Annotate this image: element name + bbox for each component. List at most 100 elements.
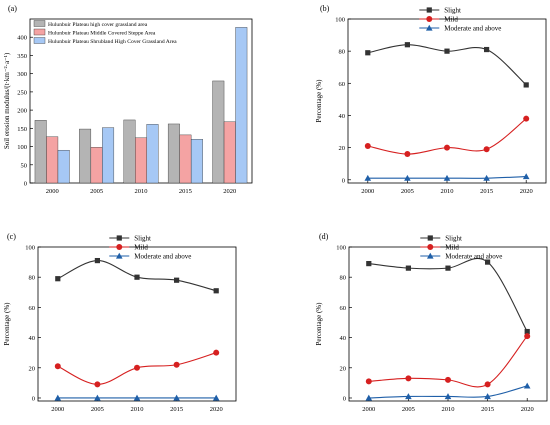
x-tick-label: 2015 xyxy=(481,406,494,413)
chart-panel-3: (d) 0 20 40 60 80 100 2000 2005 2010 2015 2020 Perce… xyxy=(315,232,548,413)
data-point xyxy=(133,394,141,401)
data-point xyxy=(365,378,372,385)
y-axis-label: Soil erosion modulus/(t·km⁻²·a⁻¹) xyxy=(3,52,11,149)
data-point xyxy=(404,151,411,158)
y-axis-label: Percentage (%) xyxy=(315,79,323,123)
chart-panel-0: (a) 0 50 100 150 200 250 300 350 400 2000 2005 2010 2… xyxy=(3,4,253,195)
data-point xyxy=(365,394,373,401)
legend-marker xyxy=(426,252,434,259)
legend-label: Hulunbuir Plateau Middle Covered Steppe … xyxy=(48,31,156,37)
data-point xyxy=(523,115,530,122)
panel-label: (c) xyxy=(7,232,16,241)
x-tick-label: 2010 xyxy=(131,406,144,413)
bar xyxy=(79,128,92,184)
bar xyxy=(223,121,236,184)
y-tick-label: 40 xyxy=(339,113,346,120)
legend-label: Mild xyxy=(444,16,458,24)
x-tick-label: 2020 xyxy=(223,188,236,195)
bar xyxy=(34,120,47,184)
data-point xyxy=(134,364,140,371)
data-point xyxy=(483,174,490,181)
data-point xyxy=(443,174,451,181)
x-tick-label: 2005 xyxy=(90,188,103,195)
y-tick-label: 100 xyxy=(336,245,346,252)
legend-label: Slight xyxy=(134,235,151,243)
legend-label: Hulunbuir Plateau high cover grassland a… xyxy=(48,22,148,28)
legend-label: Mild xyxy=(134,244,148,252)
data-point xyxy=(445,376,451,383)
bar xyxy=(167,123,180,184)
legend-label: Moderate and above xyxy=(445,253,502,261)
chart-panel-1: (b) 0 20 40 60 80 100 2000 2005 2010 2015 2020 Perce… xyxy=(315,4,547,195)
data-point xyxy=(405,375,412,382)
bar xyxy=(135,137,147,184)
y-tick-label: 80 xyxy=(339,49,346,56)
bar xyxy=(90,147,103,184)
legend-swatch xyxy=(33,28,46,36)
y-tick-label: 40 xyxy=(29,335,36,342)
y-tick-label: 20 xyxy=(29,365,36,372)
x-tick-label: 2000 xyxy=(361,188,374,195)
plot-frame xyxy=(347,18,547,184)
data-point xyxy=(445,265,451,271)
data-point xyxy=(364,174,372,181)
data-point xyxy=(94,257,100,264)
y-tick-label: 40 xyxy=(340,335,347,342)
data-point xyxy=(444,48,450,54)
x-tick-label: 2020 xyxy=(210,406,223,413)
y-tick-label: 250 xyxy=(17,89,27,96)
bar xyxy=(57,149,70,184)
bar xyxy=(212,80,225,184)
y-tick-label: 150 xyxy=(17,126,27,133)
y-tick-label: 400 xyxy=(17,35,27,42)
bar xyxy=(235,27,248,184)
bar xyxy=(123,119,136,184)
legend-label: Moderate and above xyxy=(134,253,191,261)
data-point xyxy=(522,173,530,180)
legend-marker xyxy=(427,244,434,250)
data-point xyxy=(364,143,371,150)
legend-label: Moderate and above xyxy=(444,25,501,33)
data-point xyxy=(484,46,490,53)
x-tick-label: 2010 xyxy=(442,406,455,413)
x-tick-label: 2010 xyxy=(135,188,148,195)
legend-marker xyxy=(425,24,433,31)
y-tick-label: 100 xyxy=(25,245,35,252)
y-axis-label: Percentage (%) xyxy=(3,302,11,346)
legend-swatch xyxy=(33,37,46,44)
legend-marker xyxy=(426,7,432,13)
y-tick-label: 100 xyxy=(335,17,345,24)
data-point xyxy=(524,333,531,340)
x-tick-label: 2020 xyxy=(521,406,534,413)
data-point xyxy=(365,50,371,56)
y-tick-label: 0 xyxy=(342,177,345,184)
bar xyxy=(102,127,115,184)
x-tick-label: 2000 xyxy=(51,406,64,413)
legend-label: Mild xyxy=(445,244,459,252)
y-tick-label: 0 xyxy=(32,395,35,402)
chart-panel-2: (c) 0 20 40 60 80 100 2000 2005 2010 2015 2020 Perce… xyxy=(3,232,237,413)
data-point xyxy=(485,259,491,265)
data-point xyxy=(54,394,62,401)
legend-label: Slight xyxy=(444,7,461,15)
y-tick-label: 0 xyxy=(24,181,27,188)
panel-label: (b) xyxy=(320,4,330,13)
plot-frame xyxy=(37,246,237,402)
x-tick-label: 2020 xyxy=(520,188,533,195)
data-point xyxy=(213,349,220,356)
legend-swatch xyxy=(33,20,46,27)
panel-label: (a) xyxy=(8,4,17,13)
y-axis-label: Percentage (%) xyxy=(315,302,323,346)
y-tick-label: 350 xyxy=(17,53,27,60)
data-point xyxy=(366,261,372,267)
x-tick-label: 2000 xyxy=(362,406,375,413)
panel-label: (d) xyxy=(319,232,329,241)
y-tick-label: 60 xyxy=(340,305,347,312)
data-point xyxy=(484,381,491,388)
y-tick-label: 300 xyxy=(17,71,27,78)
x-tick-label: 2015 xyxy=(170,406,183,413)
data-point xyxy=(523,82,529,88)
data-point xyxy=(54,363,61,370)
legend-label: Hulunbuir Plateau Shrubland High Cover G… xyxy=(48,39,177,45)
